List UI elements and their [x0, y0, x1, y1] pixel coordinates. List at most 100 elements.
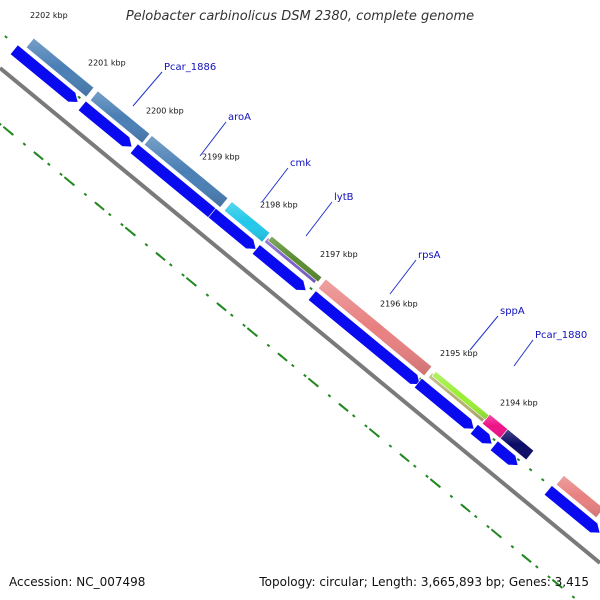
major-tick — [551, 578, 563, 589]
inner-tick — [303, 373, 307, 378]
gene-feature-cmk — [223, 201, 271, 243]
major-tick — [246, 327, 258, 337]
outer-tick — [77, 95, 81, 100]
gene-feature-shade — [556, 475, 600, 518]
major-tick — [277, 352, 288, 362]
gene-feature-shade — [500, 429, 534, 460]
gene-feature-shade — [432, 371, 490, 421]
inner-tick — [535, 565, 539, 569]
inner-tick — [83, 192, 88, 197]
inner-tick — [364, 424, 368, 428]
outer-tick — [528, 468, 533, 472]
major-tick — [155, 251, 166, 262]
kbp-label: 2197 kbp — [320, 250, 358, 259]
gene-label-pcar_1880: Pcar_1880 — [535, 330, 587, 341]
inner-tick — [449, 494, 454, 499]
inner-tick — [388, 444, 393, 448]
inner-tick — [425, 474, 429, 479]
gene-leader-line — [305, 201, 333, 237]
gene-feature-shade — [26, 38, 94, 97]
cds-arrow — [543, 485, 600, 534]
inner-tick — [327, 394, 332, 398]
major-tick — [338, 402, 349, 412]
kbp-label: 2200 kbp — [146, 106, 184, 115]
inner-tick — [571, 595, 576, 599]
major-tick — [33, 151, 44, 161]
gene-feature-pcar_1886 — [89, 90, 151, 144]
gene-feature-pcar_1886 — [25, 37, 95, 98]
gene-leader-line — [469, 315, 499, 351]
gene-feature-shade — [144, 135, 228, 208]
gene-leader-line — [513, 339, 534, 367]
accession-text: Accession: NC_007498 — [9, 575, 146, 589]
gene-feature-shade — [268, 236, 322, 282]
kbp-label: 2198 kbp — [260, 201, 298, 210]
gene-label-pcar_1886: Pcar_1886 — [164, 62, 216, 73]
inner-tick — [22, 142, 27, 146]
major-tick — [216, 302, 227, 312]
cds-arrow — [469, 423, 493, 445]
outer-tick — [492, 437, 496, 442]
kbp-label: 2195 kbp — [440, 349, 478, 358]
gene-feature-shade — [90, 90, 150, 144]
inner-tick — [205, 293, 210, 297]
inner-tick — [474, 514, 478, 519]
cds-arrow — [9, 44, 79, 103]
inner-tick — [242, 323, 246, 328]
inner-tick — [181, 273, 185, 277]
backbone-line — [0, 66, 600, 565]
kbp-label: 2194 kbp — [500, 399, 538, 408]
gene-leader-line — [132, 71, 163, 107]
map-title: Pelobacter carbinolicus DSM 2380, comple… — [125, 9, 475, 24]
feature-group — [25, 37, 600, 519]
kbp-label: 2199 kbp — [202, 153, 240, 162]
gene-label-cmk: cmk — [290, 158, 311, 169]
major-tick — [521, 553, 532, 563]
kbp-label: 2196 kbp — [380, 300, 418, 309]
kbp-label: 2201 kbp — [88, 59, 126, 68]
major-tick — [2, 126, 14, 136]
gene-feature-shade — [482, 414, 508, 439]
cds-arrow — [251, 244, 307, 291]
inner-tick — [59, 172, 63, 177]
cds-arrow — [413, 377, 475, 430]
backbone-group — [0, 66, 600, 565]
major-tick — [307, 377, 319, 387]
tick-marks-group — [0, 35, 594, 599]
inner-tick — [547, 575, 551, 579]
inner-tick — [169, 263, 173, 267]
major-tick — [185, 276, 197, 287]
major-tick — [460, 503, 471, 513]
major-tick — [490, 528, 502, 538]
gene-label-lytb: lytB — [334, 192, 354, 203]
gene-label-sppa: sppA — [500, 306, 525, 317]
outer-tick — [4, 35, 8, 39]
label-group: 2202 kbp 2201 kbp 2200 kbp 2199 kbp 2198 kbp… — [30, 11, 587, 408]
gene-leader-line — [389, 259, 417, 295]
kbp-label: 2202 kbp — [30, 11, 68, 20]
inner-tick — [144, 243, 149, 247]
outer-tick — [541, 478, 545, 482]
inner-tick — [0, 122, 2, 126]
inner-tick — [47, 162, 51, 166]
cds-group — [9, 44, 600, 534]
major-tick — [368, 427, 380, 438]
inner-tick — [486, 524, 490, 529]
outer-tick — [309, 286, 313, 291]
cds-arrow — [207, 207, 257, 250]
cds-arrow — [489, 440, 519, 466]
major-tick — [63, 176, 75, 186]
inner-tick — [291, 363, 295, 368]
inner-tick — [230, 313, 234, 317]
major-tick — [124, 226, 136, 236]
gene-label-rpsa: rpsA — [418, 250, 441, 261]
gene-feature-lytb — [267, 235, 323, 283]
inner-tick — [266, 343, 271, 348]
gene-feature-shade — [318, 279, 432, 376]
inner-tick — [413, 464, 417, 468]
gene-feature-pcar_1880 — [499, 428, 535, 461]
gene-feature-aroa — [143, 135, 229, 208]
gene-feature-unnamed — [555, 474, 600, 519]
